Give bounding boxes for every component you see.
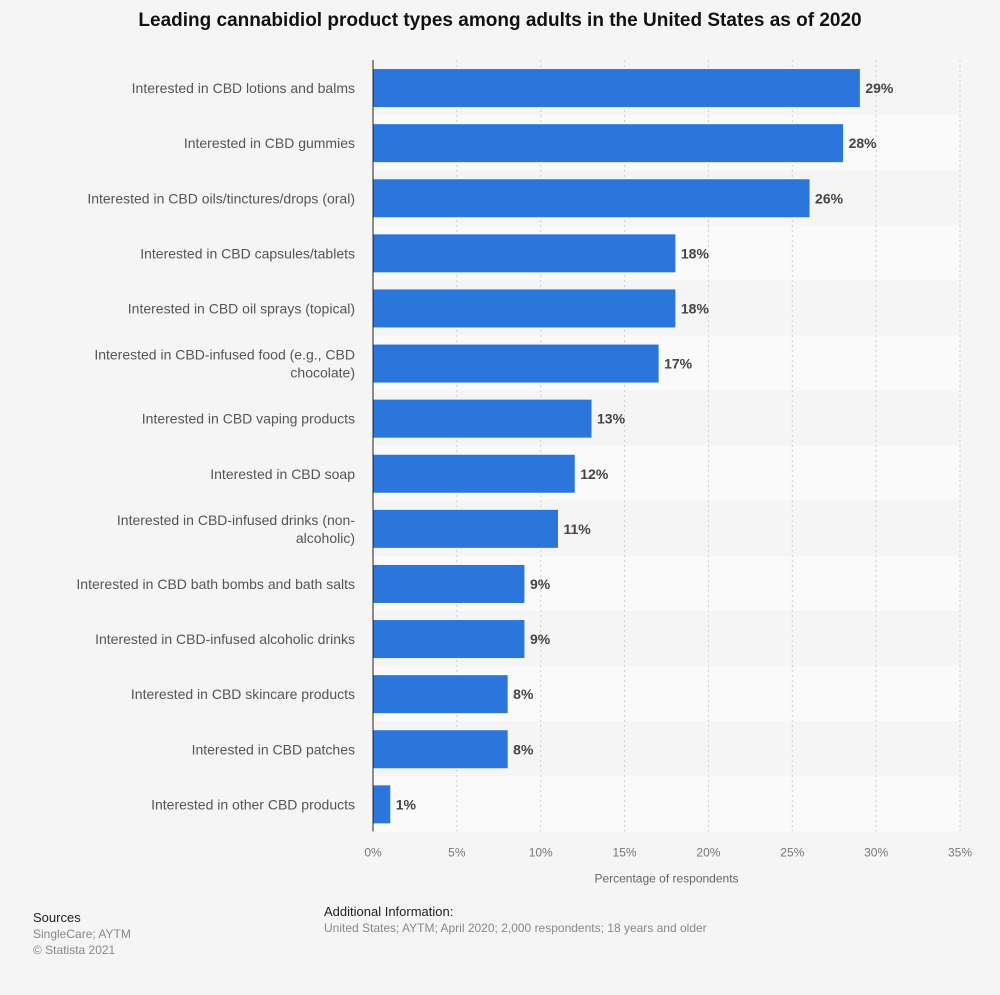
x-tick-label: 35% [948, 845, 972, 859]
data-label: 8% [513, 686, 534, 702]
data-label: 9% [530, 631, 551, 647]
x-tick-label: 30% [864, 845, 888, 859]
bar [373, 509, 558, 548]
sources-line-2: © Statista 2021 [33, 943, 116, 957]
data-label: 8% [513, 741, 534, 757]
data-label: 18% [681, 245, 710, 261]
category-label: Interested in CBD vaping products [142, 411, 355, 427]
bar [373, 564, 525, 603]
sources-block: Sources SingleCare; AYTM © Statista 2021 [33, 910, 131, 958]
bar [373, 289, 676, 328]
data-label: 18% [681, 300, 710, 316]
category-label: Interested in CBD gummies [184, 135, 355, 151]
category-label: Interested in CBD-infused food (e.g., CB… [94, 347, 355, 381]
bar [373, 399, 592, 438]
data-label: 12% [580, 466, 609, 482]
bar [373, 179, 810, 218]
bar [373, 785, 391, 824]
bar [373, 730, 508, 769]
data-label: 13% [597, 411, 626, 427]
x-tick-label: 15% [613, 845, 637, 859]
bar-chart: 0% 5% 10% 15% 20% 25% 30% 35% Interested in CBD … [76, 60, 972, 885]
additional-info-text: United States; AYTM; April 2020; 2,000 r… [324, 921, 707, 935]
bar [373, 124, 844, 163]
data-label: 29% [865, 80, 894, 96]
x-tick-label: 0% [364, 845, 382, 859]
sources-heading: Sources [33, 910, 81, 925]
x-tick-label: 10% [529, 845, 553, 859]
category-label: Interested in CBD soap [210, 466, 355, 482]
category-label: Interested in other CBD products [151, 796, 355, 812]
category-label: Interested in CBD skincare products [131, 686, 355, 702]
category-label: Interested in CBD lotions and balms [132, 80, 355, 96]
category-label: Interested in CBD-infused drinks (non-al… [117, 512, 355, 546]
bar [373, 344, 659, 383]
bar [373, 454, 575, 493]
x-axis-title: Percentage of respondents [594, 871, 738, 885]
x-tick-label: 20% [696, 845, 720, 859]
bar [373, 620, 525, 659]
data-label: 26% [815, 190, 844, 206]
additional-info-block: Additional Information: United States; A… [324, 904, 707, 936]
x-tick-label: 5% [448, 845, 466, 859]
data-label: 28% [849, 135, 878, 151]
additional-info-heading: Additional Information: [324, 904, 454, 919]
data-label: 17% [664, 356, 693, 372]
x-tick-label: 25% [780, 845, 804, 859]
bar [373, 69, 860, 108]
bar [373, 675, 508, 714]
data-label: 11% [563, 521, 591, 537]
category-label: Interested in CBD oils/tinctures/drops (… [87, 190, 355, 206]
bar [373, 234, 676, 273]
category-label: Interested in CBD-infused alcoholic drin… [95, 631, 355, 647]
chart-title: Leading cannabidiol product types among … [138, 10, 862, 31]
category-label: Interested in CBD capsules/tablets [140, 245, 355, 261]
row-band [373, 776, 960, 832]
category-label: Interested in CBD patches [192, 741, 355, 757]
data-label: 9% [530, 576, 551, 592]
category-label: Interested in CBD oil sprays (topical) [128, 300, 355, 316]
category-label: Interested in CBD bath bombs and bath sa… [76, 576, 355, 592]
sources-line-1: SingleCare; AYTM [33, 927, 131, 941]
data-label: 1% [396, 796, 417, 812]
